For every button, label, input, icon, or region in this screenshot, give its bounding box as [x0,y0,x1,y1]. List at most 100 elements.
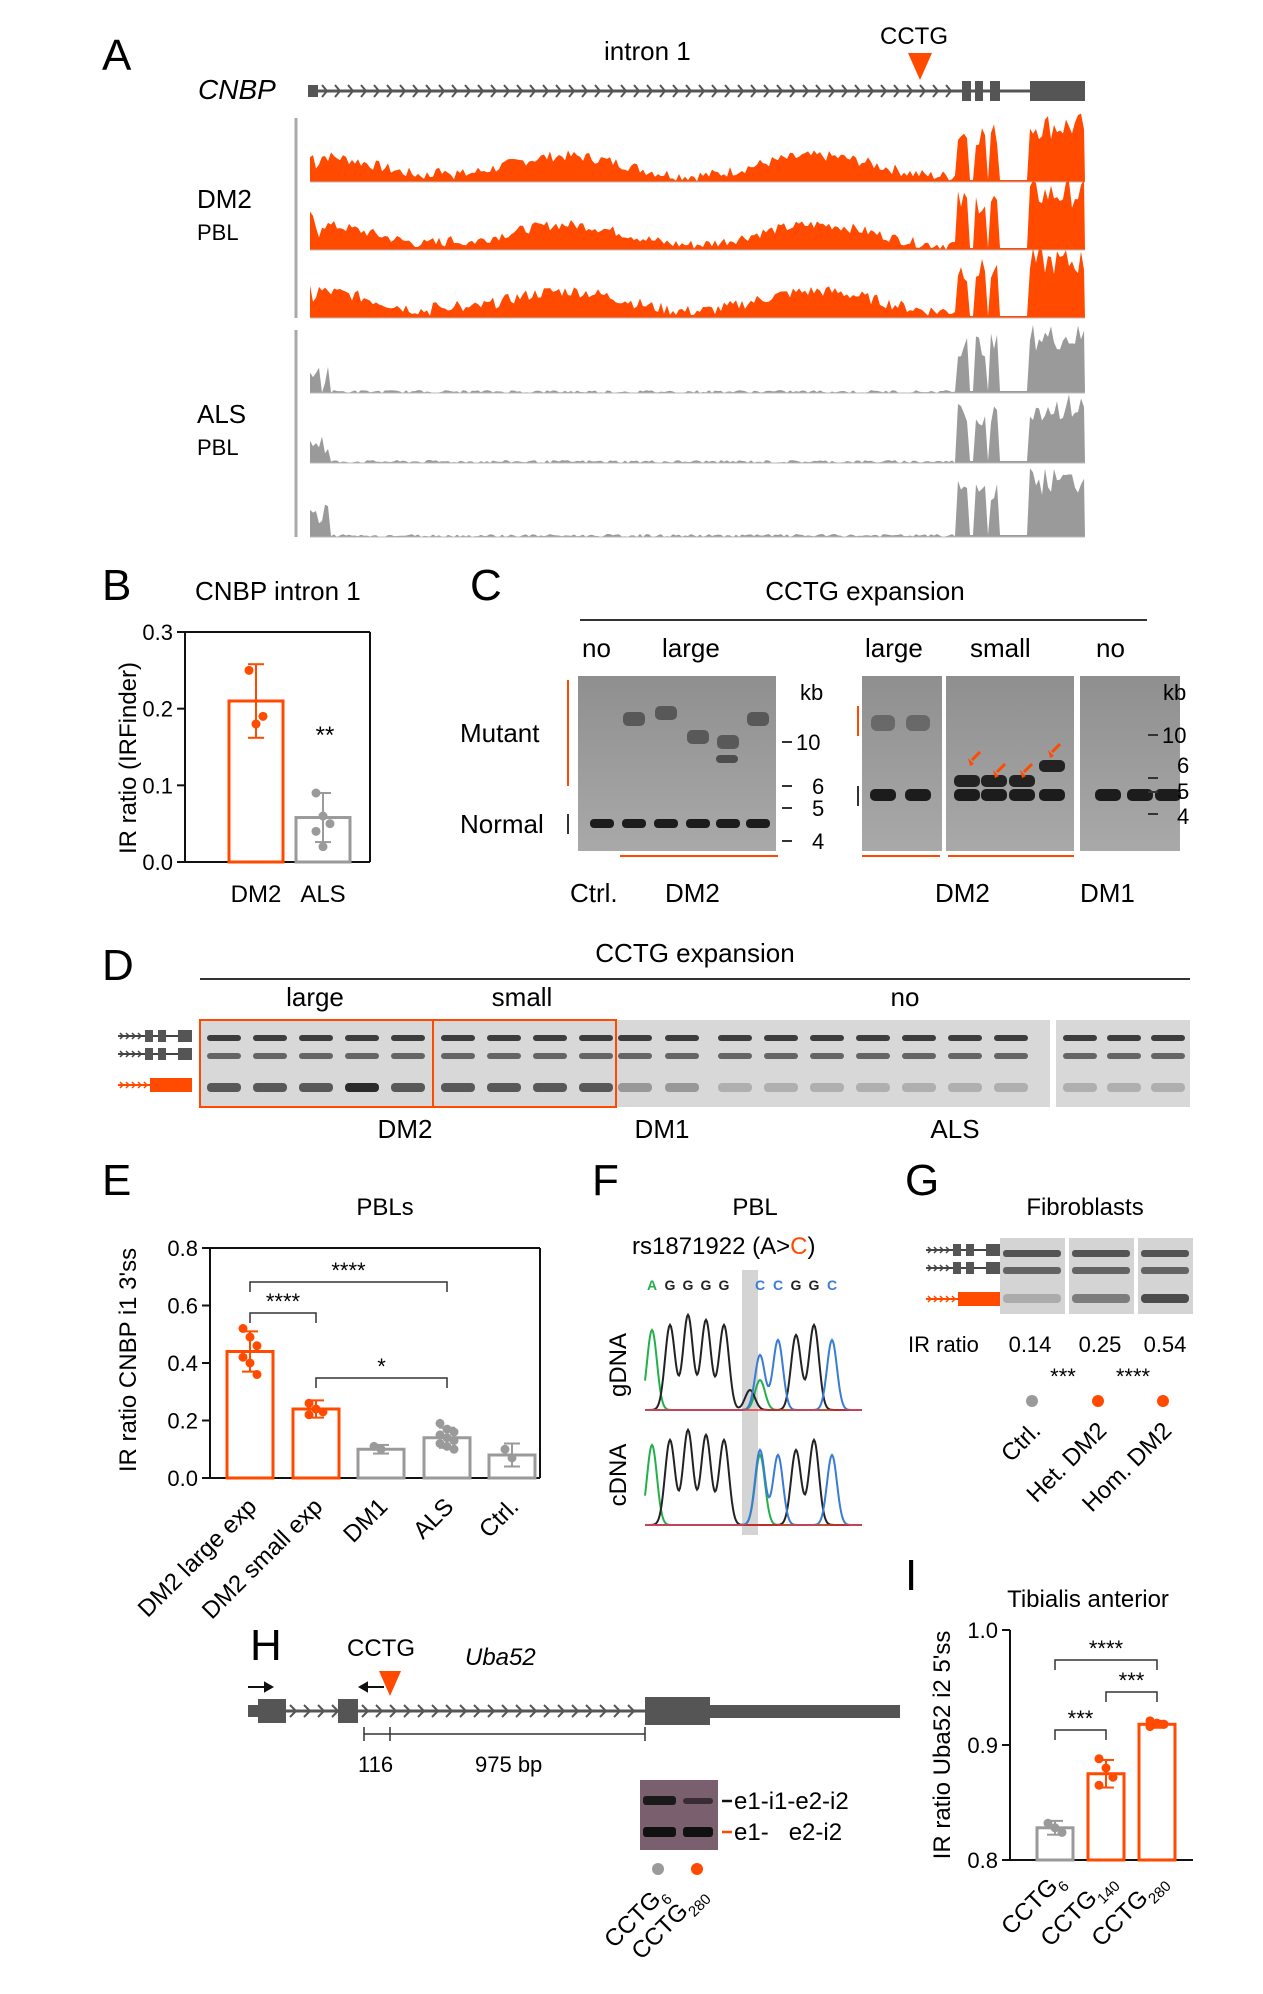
band-ir-lower [1151,1053,1185,1059]
significance-label: *** [1068,1706,1094,1731]
data-point [1108,1772,1118,1782]
isoform-chevron [939,1295,945,1303]
intron-chevron [841,84,849,98]
band-ir-upper [1107,1035,1141,1041]
intron-chevron [386,84,394,98]
isoform-chevron [945,1264,951,1272]
data-point [442,1424,452,1434]
data-point [318,842,328,852]
intron-chevron [613,1704,622,1718]
band-ir-upper [618,1035,652,1041]
band-spliced [207,1083,241,1092]
data-point [238,1352,248,1362]
band-ir-upper [207,1035,241,1041]
data-point [449,1436,459,1446]
data-point [318,811,328,821]
ir-ratio-label: IR ratio [908,1332,979,1357]
intron-chevron [555,84,563,98]
arrowhead [1020,770,1026,778]
intron-chevron [431,1704,440,1718]
coverage-track-1 [310,113,1085,182]
band-ir-lower [856,1053,890,1059]
isoform-chevron [939,1264,945,1272]
kb-label-right: kb [1163,680,1186,705]
band-spliced-lane2 [683,1827,713,1837]
intron-chevron [347,84,355,98]
intron-chevron [360,84,368,98]
data-point [1159,1719,1169,1729]
data-point [1057,1827,1067,1837]
isoform-exon [958,1292,1000,1306]
intron-chevron [581,84,589,98]
expansion-arrow [1022,762,1034,774]
band-ir-lane1 [643,1796,676,1805]
dist-116: 116 [358,1752,393,1777]
gel-gap [1050,1020,1056,1107]
gene-name-cnbp: CNBP [198,74,276,105]
data-point [1152,1718,1162,1728]
southern-blot-no [1080,676,1180,851]
band-ir-upper [1072,1250,1130,1257]
data-point [500,1444,510,1454]
band-ir-lower [665,1053,699,1059]
isoform-exon [966,1244,974,1256]
chromatogram-trace [645,1312,862,1411]
isoform-exon [953,1244,961,1256]
base-call: C [827,1277,837,1293]
isoform-chevron [945,1295,951,1303]
intron-chevron [403,1704,412,1718]
band-normal [981,789,1007,801]
arrowhead [968,758,974,766]
band-mutant [981,775,1007,787]
kb-tick-4: 4 [812,829,824,854]
band-ir-lower [948,1053,982,1059]
intron-chevron [906,84,914,98]
intron-chevron [557,1704,566,1718]
band-ir-lower [1072,1267,1130,1274]
ir-value-ctrl: 0.14 [1009,1332,1052,1357]
base-call: G [791,1277,802,1293]
significance-bracket [1054,1659,1158,1670]
coverage-track-6 [310,468,1085,537]
data-point [311,788,321,798]
panel-b-title: CNBP intron 1 [195,576,361,606]
band-ir-upper [718,1035,752,1041]
band-ir-upper [1003,1250,1061,1257]
band-ir-lower [391,1053,425,1059]
intron-chevron [334,84,342,98]
significance-label: **** [331,1258,366,1283]
x-tick-label: ALS [300,881,345,908]
panel-i-ylabel: IR ratio Uba52 i2 5'ss [929,1631,956,1860]
small-exp-box [432,1019,617,1108]
band-mutant [747,712,769,726]
chromatograms [644,1312,862,1526]
intron-chevron [459,1704,468,1718]
x-tick-label: CCTG280 [1086,1867,1174,1955]
data-point [252,1341,262,1351]
intron-chevron [373,84,381,98]
panel-g: G Fibroblasts IR ratio 0.14 0.25 0.54 **… [905,1156,1193,1517]
intron-chevron [802,84,810,98]
isoform-exon [150,1078,192,1092]
intron-chevron [490,84,498,98]
band-ir-lower [764,1053,798,1059]
label-ctrl: Ctrl. [570,878,618,908]
intron-chevron [361,1704,370,1718]
label-normal: Normal [460,809,544,839]
significance-bracket [315,1377,448,1388]
band-ir-lower [579,1053,613,1059]
isoform-icons-g [926,1244,1000,1306]
band-mutant [687,730,709,744]
isoform-chevron [927,1264,933,1272]
panel-d-letter: D [102,941,134,990]
x-tick-label: DM2 large exp [133,1493,262,1622]
significance-bracket [1054,1729,1107,1740]
panel-g-letter: G [905,1156,939,1205]
band-spliced [764,1083,798,1092]
band-spliced [345,1083,379,1092]
panel-c-letter: C [470,561,502,610]
isoform-chevron [125,1050,131,1058]
band-mutant [954,775,980,787]
rt-pcr-gel [200,1020,1190,1107]
isoform-chevron [119,1050,125,1058]
